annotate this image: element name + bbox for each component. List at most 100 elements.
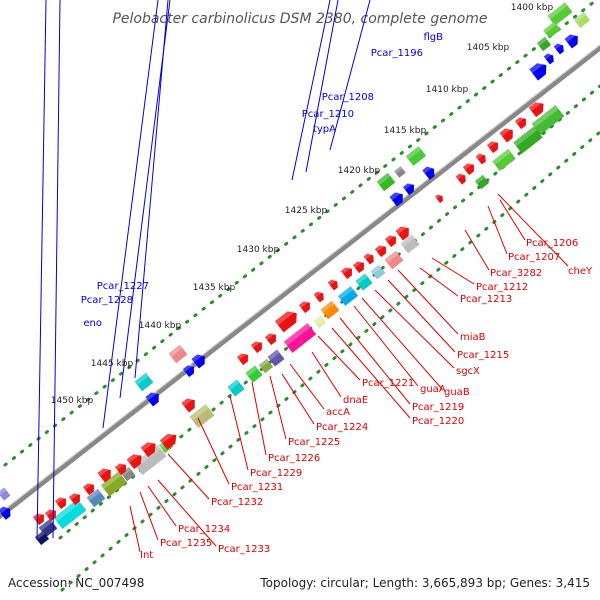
reverse-gene-arrow[interactable] xyxy=(486,138,501,154)
reverse-gene-arrow[interactable] xyxy=(236,350,251,366)
cog-category-block[interactable] xyxy=(227,379,245,397)
cog-category-block[interactable] xyxy=(384,250,404,270)
reverse-gene-arrow[interactable] xyxy=(82,480,97,496)
forward-gene-arrow[interactable] xyxy=(389,189,407,207)
reverse-gene-arrow[interactable] xyxy=(126,450,145,470)
forward-gene-arrow[interactable] xyxy=(0,504,14,521)
reverse-gene-arrow[interactable] xyxy=(374,242,389,258)
reverse-gene-arrow[interactable] xyxy=(514,114,529,130)
cog-category-block[interactable] xyxy=(474,174,490,190)
reverse-gene-arrow[interactable] xyxy=(499,125,517,143)
gene-label-pcar-1206[interactable]: Pcar_1206 xyxy=(526,238,578,249)
reverse-gene-arrow[interactable] xyxy=(352,258,367,274)
reverse-gene-arrow[interactable] xyxy=(54,494,69,510)
cog-category-block[interactable] xyxy=(376,172,396,192)
gene-label-pcar-1232[interactable]: Pcar_1232 xyxy=(211,497,263,508)
forward-gene-arrow[interactable] xyxy=(422,164,437,181)
forward-gene-arrow[interactable] xyxy=(402,180,417,196)
cog-category-block[interactable] xyxy=(320,300,340,320)
cog-category-block[interactable] xyxy=(573,12,591,28)
cog-category-block[interactable] xyxy=(394,166,406,178)
cog-category-block[interactable] xyxy=(0,487,11,501)
reverse-gene-arrow[interactable] xyxy=(455,171,468,185)
cog-category-block[interactable] xyxy=(337,285,359,307)
reverse-gene-arrow[interactable] xyxy=(264,330,279,346)
gene-label-pcar-1228[interactable]: Pcar_1228 xyxy=(81,295,133,306)
gene-label-dnae[interactable]: dnaE xyxy=(343,395,368,406)
cog-category-block[interactable] xyxy=(245,365,263,383)
reverse-gene-arrow[interactable] xyxy=(528,98,547,118)
reverse-gene-arrow[interactable] xyxy=(327,277,340,291)
gene-label-typa[interactable]: typA xyxy=(313,124,336,135)
gene-label-pcar-1213[interactable]: Pcar_1213 xyxy=(460,294,512,305)
gene-label-guaa[interactable]: guaA xyxy=(420,384,446,395)
forward-gene-arrow[interactable] xyxy=(182,362,197,378)
cog-category-block[interactable] xyxy=(543,21,561,39)
cog-category-block[interactable] xyxy=(283,322,317,354)
forward-gene-arrow[interactable] xyxy=(564,31,582,49)
gene-label-pcar-1227[interactable]: Pcar_1227 xyxy=(97,281,149,292)
cog-category-block[interactable] xyxy=(267,349,285,367)
cog-category-block[interactable] xyxy=(400,234,420,254)
gene-label-acca[interactable]: accA xyxy=(326,407,350,418)
cog-category-block[interactable] xyxy=(168,344,188,364)
gene-label-pcar-1226[interactable]: Pcar_1226 xyxy=(268,453,320,464)
reverse-gene-arrow[interactable] xyxy=(159,430,180,451)
gene-label-pcar-1234[interactable]: Pcar_1234 xyxy=(178,524,230,535)
gene-label-pcar-1208[interactable]: Pcar_1208 xyxy=(322,92,374,103)
gene-label-pcar-1207[interactable]: Pcar_1207 xyxy=(508,252,560,263)
gene-label-pcar-3282[interactable]: Pcar_3282 xyxy=(490,268,542,279)
cog-category-block[interactable] xyxy=(189,403,215,429)
reverse-gene-arrow[interactable] xyxy=(434,193,445,204)
gene-label-sgcx[interactable]: sgcX xyxy=(456,366,480,377)
forward-gene-arrow[interactable] xyxy=(543,51,556,65)
gene-label-pcar-1224[interactable]: Pcar_1224 xyxy=(316,422,368,433)
cog-category-block[interactable] xyxy=(531,104,565,136)
gene-label-pcar-1215[interactable]: Pcar_1215 xyxy=(457,350,509,361)
cog-category-block[interactable] xyxy=(314,316,326,328)
reverse-gene-arrow[interactable] xyxy=(313,289,326,303)
forward-gene-arrow[interactable] xyxy=(529,59,550,81)
cog-category-block[interactable] xyxy=(53,498,87,530)
gene-label-pcar-1225[interactable]: Pcar_1225 xyxy=(288,437,340,448)
cog-category-block[interactable] xyxy=(86,488,106,508)
gene-label-pcar-1233[interactable]: Pcar_1233 xyxy=(218,544,270,555)
reverse-gene-arrow[interactable] xyxy=(462,160,477,176)
reverse-gene-arrow[interactable] xyxy=(298,298,313,314)
reverse-gene-arrow[interactable] xyxy=(114,460,129,476)
gene-label-pcar-1231[interactable]: Pcar_1231 xyxy=(231,482,283,493)
reverse-gene-arrow[interactable] xyxy=(395,223,413,241)
cog-category-block[interactable] xyxy=(258,358,274,374)
gene-label-pcar-1220[interactable]: Pcar_1220 xyxy=(412,416,464,427)
cog-category-block[interactable] xyxy=(492,148,516,172)
reverse-gene-arrow[interactable] xyxy=(363,251,376,265)
cog-category-block[interactable] xyxy=(370,264,386,280)
forward-gene-arrow[interactable] xyxy=(191,351,209,369)
cog-category-block[interactable] xyxy=(355,273,373,291)
gene-label-pcar-1235[interactable]: Pcar_1235 xyxy=(160,538,212,549)
reverse-gene-arrow[interactable] xyxy=(97,465,115,483)
cog-category-block[interactable] xyxy=(405,145,427,167)
reverse-gene-arrow[interactable] xyxy=(340,264,355,280)
cog-category-block[interactable] xyxy=(547,2,573,26)
forward-gene-arrow[interactable] xyxy=(145,389,163,407)
gene-label-miab[interactable]: miaB xyxy=(460,332,486,343)
reverse-gene-arrow[interactable] xyxy=(32,510,47,526)
cog-category-block[interactable] xyxy=(536,36,552,52)
reverse-gene-arrow[interactable] xyxy=(384,232,399,248)
reverse-gene-arrow[interactable] xyxy=(181,395,199,413)
reverse-gene-arrow[interactable] xyxy=(68,490,83,506)
reverse-gene-arrow[interactable] xyxy=(475,151,488,165)
forward-gene-arrow[interactable] xyxy=(553,41,566,55)
gene-label-chey[interactable]: cheY xyxy=(568,266,593,277)
gene-label-pcar-1221[interactable]: Pcar_1221 xyxy=(362,378,414,389)
reverse-gene-arrow[interactable] xyxy=(274,307,301,333)
gene-label-pcar-1229[interactable]: Pcar_1229 xyxy=(250,468,302,479)
gene-label-pcar-1219[interactable]: Pcar_1219 xyxy=(412,402,464,413)
cog-category-block[interactable] xyxy=(134,372,154,392)
reverse-gene-arrow[interactable] xyxy=(140,438,159,458)
gene-label-guab[interactable]: guaB xyxy=(444,387,470,398)
gene-label-pcar-1196[interactable]: Pcar_1196 xyxy=(371,48,423,59)
gene-label-pcar-1212[interactable]: Pcar_1212 xyxy=(476,282,528,293)
gene-label-flgb[interactable]: flgB xyxy=(423,32,443,43)
